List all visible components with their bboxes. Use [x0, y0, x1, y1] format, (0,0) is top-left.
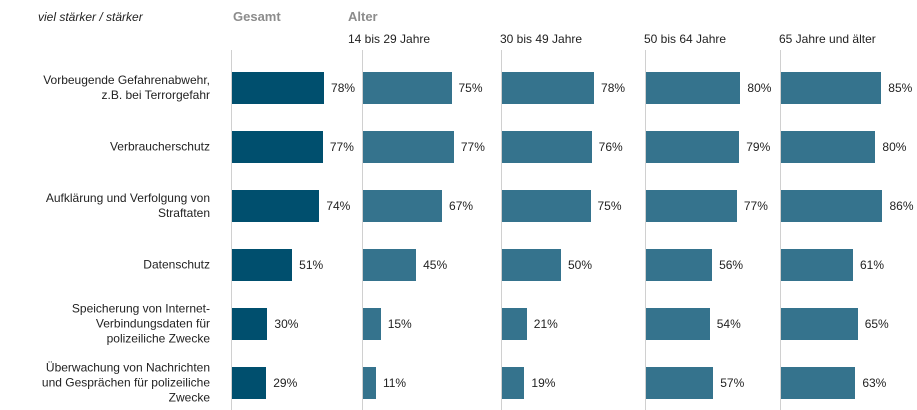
value-label: 75%	[458, 81, 483, 95]
series-label: 50 bis 64 Jahre	[644, 32, 727, 46]
value-label: 51%	[299, 258, 324, 272]
bar	[232, 131, 323, 163]
value-label: 85%	[888, 81, 913, 95]
bar	[502, 131, 592, 163]
bar	[781, 72, 882, 104]
bar	[781, 190, 883, 222]
bar	[781, 367, 856, 399]
value-label: 15%	[387, 317, 412, 331]
value-label: 67%	[449, 199, 474, 213]
series-label: 65 Jahre und älter	[779, 32, 876, 46]
value-label: 77%	[329, 140, 354, 154]
value-label: 54%	[716, 317, 741, 331]
bar	[232, 367, 267, 399]
separator	[231, 50, 232, 410]
separator	[780, 50, 781, 410]
value-label: 65%	[864, 317, 889, 331]
bar	[232, 72, 325, 104]
value-label: 19%	[531, 376, 556, 390]
value-label: 61%	[859, 258, 884, 272]
group-header: Alter	[348, 9, 378, 24]
category-label: Verbraucherschutz	[109, 139, 210, 154]
value-label: 78%	[331, 81, 356, 95]
value-label: 56%	[719, 258, 744, 272]
value-label: 50%	[568, 258, 593, 272]
bar	[646, 367, 714, 399]
bar	[502, 72, 595, 104]
bar	[363, 72, 452, 104]
bar	[646, 131, 740, 163]
value-label: 80%	[882, 140, 907, 154]
bar	[502, 249, 561, 281]
bar	[781, 131, 876, 163]
value-label: 74%	[326, 199, 351, 213]
value-label: 79%	[746, 140, 771, 154]
value-label: 29%	[273, 376, 298, 390]
chart-title: viel stärker / stärker	[38, 10, 143, 24]
value-label: 77%	[743, 199, 768, 213]
value-label: 86%	[889, 199, 914, 213]
bar	[646, 190, 737, 222]
bar	[781, 308, 858, 340]
value-label: 11%	[382, 376, 407, 390]
series-label: 14 bis 29 Jahre	[348, 32, 431, 46]
bar	[363, 190, 443, 222]
value-label: 30%	[274, 317, 299, 331]
series-header: Gesamt	[233, 9, 281, 24]
series-label: 30 bis 49 Jahre	[500, 32, 583, 46]
bar	[502, 190, 591, 222]
bar	[232, 190, 320, 222]
bar	[646, 249, 713, 281]
value-label: 78%	[601, 81, 626, 95]
bar	[502, 308, 527, 340]
separator	[501, 50, 502, 410]
value-label: 45%	[423, 258, 448, 272]
bar	[646, 72, 741, 104]
bar	[781, 249, 853, 281]
category-label: Aufklärung und Verfolgung von Straftaten	[45, 191, 210, 220]
value-label: 21%	[533, 317, 558, 331]
bar	[363, 367, 376, 399]
category-label: Vorbeugende Gefahrenabwehr, z.B. bei Ter…	[43, 73, 210, 102]
bar	[502, 367, 525, 399]
bar	[363, 249, 417, 281]
separator	[362, 50, 363, 410]
bar	[363, 131, 454, 163]
bar	[232, 249, 293, 281]
category-label: Überwachung von Nachrichten und Gespräch…	[41, 360, 210, 405]
value-label: 80%	[747, 81, 772, 95]
category-label: Datenschutz	[143, 257, 210, 272]
value-label: 63%	[862, 376, 887, 390]
bar	[646, 308, 710, 340]
bar	[363, 308, 381, 340]
value-label: 76%	[598, 140, 623, 154]
value-label: 77%	[460, 140, 485, 154]
value-label: 75%	[597, 199, 622, 213]
separator	[645, 50, 646, 410]
category-label: Speicherung von Internet- Verbindungsdat…	[71, 301, 210, 346]
value-label: 57%	[720, 376, 745, 390]
bar	[232, 308, 268, 340]
